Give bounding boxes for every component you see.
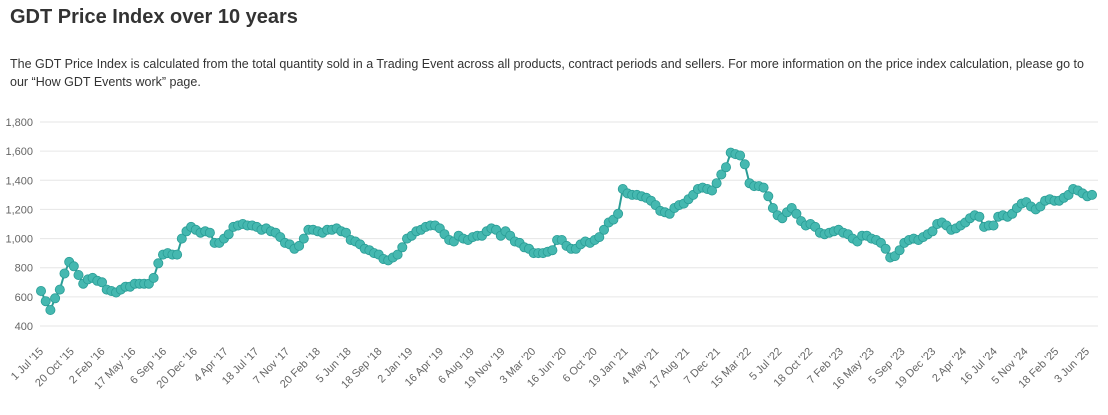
y-tick-label: 1,800 — [5, 117, 33, 129]
data-point[interactable] — [721, 162, 732, 173]
y-tick-label: 800 — [15, 263, 33, 275]
data-point[interactable] — [298, 233, 309, 244]
data-point[interactable] — [97, 277, 108, 288]
data-point[interactable] — [739, 159, 750, 170]
data-point[interactable] — [880, 243, 891, 254]
y-axis-ticks: 400 600 800 1,000 1,200 1,400 1,600 1,800 — [5, 117, 33, 333]
data-point[interactable] — [974, 211, 985, 222]
data-points — [36, 147, 1098, 315]
y-tick-label: 400 — [15, 321, 33, 333]
chart-description: The GDT Price Index is calculated from t… — [10, 57, 1084, 89]
data-point[interactable] — [735, 150, 746, 161]
data-point[interactable] — [204, 227, 215, 238]
data-point[interactable] — [1087, 189, 1098, 200]
data-point[interactable] — [172, 249, 183, 260]
data-point[interactable] — [223, 229, 234, 240]
page-title: GDT Price Index over 10 years — [10, 6, 298, 28]
data-point[interactable] — [36, 285, 47, 296]
data-point[interactable] — [176, 233, 187, 244]
data-point[interactable] — [68, 261, 79, 272]
grid-lines — [40, 121, 1098, 327]
data-point[interactable] — [599, 224, 610, 235]
data-point[interactable] — [40, 296, 51, 307]
data-point[interactable] — [294, 240, 305, 251]
data-point[interactable] — [716, 169, 727, 180]
data-point[interactable] — [894, 245, 905, 256]
data-point[interactable] — [711, 178, 722, 189]
data-point[interactable] — [763, 191, 774, 202]
data-point[interactable] — [54, 284, 65, 295]
y-tick-label: 1,400 — [5, 175, 33, 187]
data-point[interactable] — [988, 220, 999, 231]
data-point[interactable] — [148, 272, 159, 283]
data-point[interactable] — [153, 258, 164, 269]
data-point[interactable] — [758, 182, 769, 193]
data-point[interactable] — [594, 232, 605, 243]
data-point[interactable] — [767, 202, 778, 213]
y-tick-label: 600 — [15, 292, 33, 304]
data-point[interactable] — [791, 208, 802, 219]
y-tick-label: 1,200 — [5, 204, 33, 216]
data-point[interactable] — [397, 242, 408, 253]
data-point[interactable] — [73, 269, 84, 280]
data-point[interactable] — [340, 227, 351, 238]
data-point[interactable] — [45, 304, 56, 315]
data-point[interactable] — [547, 245, 558, 256]
data-point[interactable] — [59, 268, 70, 279]
y-tick-label: 1,000 — [5, 234, 33, 246]
data-point[interactable] — [707, 185, 718, 196]
data-point[interactable] — [50, 293, 61, 304]
data-point[interactable] — [392, 249, 403, 260]
data-point[interactable] — [613, 208, 624, 219]
data-point[interactable] — [927, 226, 938, 237]
y-tick-label: 1,600 — [5, 146, 33, 158]
